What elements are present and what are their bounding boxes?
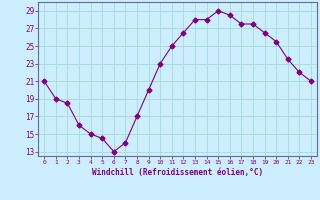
- X-axis label: Windchill (Refroidissement éolien,°C): Windchill (Refroidissement éolien,°C): [92, 168, 263, 177]
